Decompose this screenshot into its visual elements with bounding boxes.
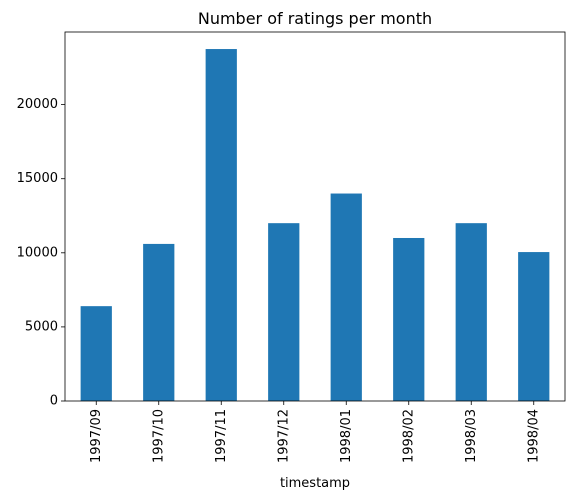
bars-layer <box>81 49 550 401</box>
x-axis-label: timestamp <box>280 476 350 491</box>
x-tick-label: 1998/02 <box>401 409 416 463</box>
y-tick-label: 10000 <box>17 245 58 260</box>
bar-1997-09 <box>81 306 112 401</box>
y-tick-label: 5000 <box>25 319 58 334</box>
bar-1998-04 <box>518 252 549 401</box>
bar-1997-12 <box>268 223 299 401</box>
y-axis: 0 5000 10000 15000 20000 <box>17 97 65 408</box>
bar-1998-02 <box>393 238 424 401</box>
bar-1997-10 <box>143 244 174 401</box>
chart-title: Number of ratings per month <box>198 9 432 28</box>
x-tick-label: 1998/04 <box>526 409 541 463</box>
y-tick-label: 15000 <box>17 171 58 186</box>
x-tick-label: 1997/12 <box>276 409 291 463</box>
plot-frame <box>65 32 565 401</box>
y-tick-label: 20000 <box>17 97 58 112</box>
x-tick-label: 1997/10 <box>151 409 166 463</box>
x-tick-label: 1998/03 <box>464 409 479 463</box>
x-tick-label: 1998/01 <box>339 409 354 463</box>
x-tick-label: 1997/11 <box>214 409 229 463</box>
x-tick-label: 1997/09 <box>89 409 104 463</box>
bar-1998-03 <box>456 223 487 401</box>
bar-1997-11 <box>206 49 237 401</box>
y-tick-label: 0 <box>50 394 58 409</box>
bar-1998-01 <box>331 194 362 401</box>
x-axis: 1997/09 1997/10 1997/11 1997/12 1998/01 1998/… <box>89 401 542 463</box>
